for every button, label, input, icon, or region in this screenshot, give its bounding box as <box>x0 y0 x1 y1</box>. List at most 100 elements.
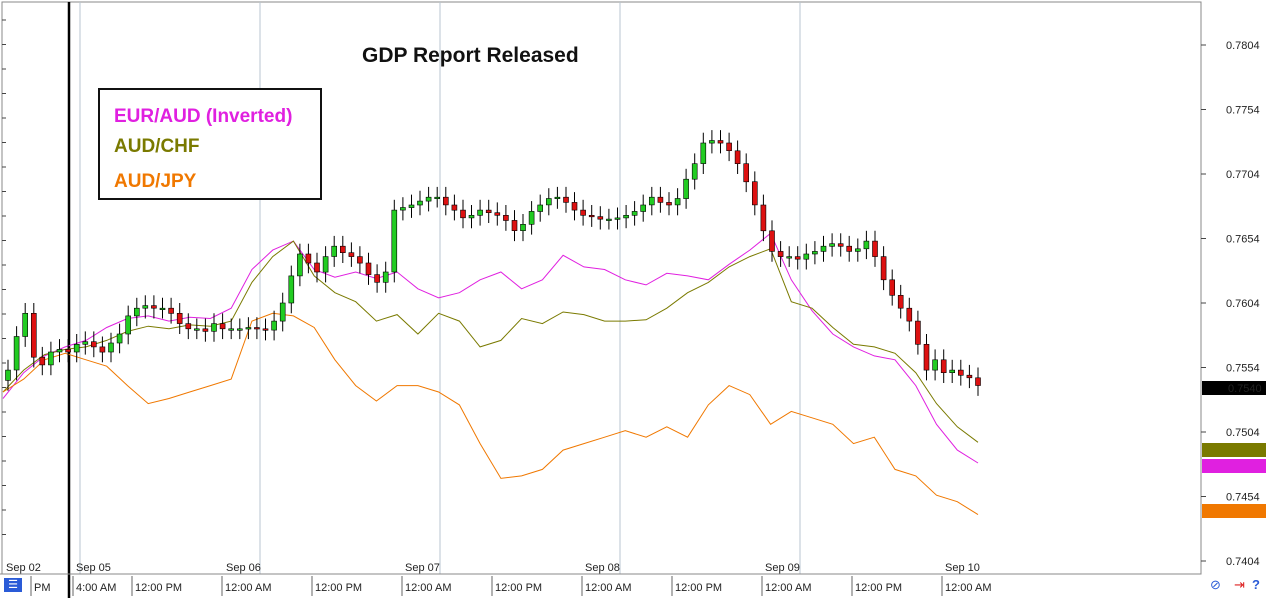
candle-62 <box>537 194 544 222</box>
candle-3 <box>30 303 37 368</box>
candle-16 <box>142 295 149 319</box>
candle-body-48 <box>417 200 423 206</box>
candle-body-26 <box>228 328 234 331</box>
candle-body-85 <box>734 150 741 165</box>
candle-body-43 <box>374 274 380 283</box>
candle-78 <box>674 188 681 216</box>
candle-body-67 <box>580 209 586 216</box>
candle-body-74 <box>640 204 647 212</box>
candle-body-112 <box>966 374 973 379</box>
candle-6 <box>56 339 63 363</box>
candle-40 <box>348 242 355 267</box>
time-label-0: PM <box>34 582 51 594</box>
time-label-7: 12:00 AM <box>585 582 631 594</box>
candle-body-54 <box>468 215 475 219</box>
candle-body-79 <box>683 178 689 199</box>
candle-11 <box>99 336 106 363</box>
candle-body-91 <box>786 256 793 259</box>
ytick-label-5: 0.7554 <box>1226 363 1260 375</box>
candle-body-39 <box>339 245 346 253</box>
candle-body-22 <box>194 328 200 331</box>
candle-8 <box>73 334 80 363</box>
candle-body-0 <box>5 369 11 381</box>
candle-90 <box>777 241 784 267</box>
candle-body-52 <box>451 204 458 211</box>
candle-body-80 <box>691 163 698 180</box>
date-label-6: Sep 10 <box>945 562 980 574</box>
date-label-3: Sep 07 <box>405 562 440 574</box>
candle-96 <box>829 233 835 257</box>
candle-13 <box>116 323 123 354</box>
candle-71 <box>614 207 621 230</box>
candle-98 <box>846 235 853 262</box>
candle-33 <box>288 265 295 314</box>
candle-body-30 <box>262 328 269 331</box>
candle-38 <box>331 235 338 267</box>
candle-43 <box>374 264 380 293</box>
candle-body-1 <box>13 336 20 371</box>
time-label-1: 4:00 AM <box>76 582 116 594</box>
candle-41 <box>357 246 363 274</box>
candle-91 <box>786 246 793 267</box>
candle-70 <box>606 208 612 230</box>
candle-body-57 <box>494 212 501 216</box>
candle-body-12 <box>108 342 114 353</box>
candle-body-72 <box>623 215 629 219</box>
candle-56 <box>485 199 492 223</box>
candle-body-29 <box>254 327 260 330</box>
candle-body-65 <box>563 196 569 203</box>
candle-body-34 <box>297 253 303 277</box>
candle-body-73 <box>631 211 638 216</box>
candle-63 <box>545 188 552 216</box>
candle-body-15 <box>134 307 140 317</box>
candle-109 <box>940 349 947 383</box>
candle-27 <box>237 318 243 340</box>
candle-body-35 <box>305 253 312 264</box>
candle-body-4 <box>39 356 46 366</box>
candle-body-44 <box>382 271 389 283</box>
candle-body-8 <box>73 343 80 353</box>
candle-body-76 <box>657 196 664 203</box>
candle-17 <box>151 295 157 319</box>
candle-20 <box>176 303 183 334</box>
link-icon[interactable]: ⊘ <box>1210 577 1221 592</box>
time-label-2: 12:00 PM <box>135 582 182 594</box>
candle-34 <box>297 243 303 287</box>
candle-112 <box>966 364 973 389</box>
candle-105 <box>906 297 913 332</box>
current-price-label: 0.7540 <box>1228 383 1262 395</box>
candle-88 <box>760 194 767 242</box>
candle-18 <box>159 297 166 319</box>
candle-58 <box>503 205 509 231</box>
candle-body-93 <box>803 253 810 260</box>
candle-49 <box>425 186 432 212</box>
arrow-icon[interactable]: ⇥ <box>1234 577 1245 592</box>
candle-body-78 <box>674 198 681 206</box>
candle-60 <box>520 214 526 242</box>
menu-icon[interactable]: ☰ <box>4 578 22 592</box>
candle-36 <box>314 252 320 283</box>
candle-69 <box>597 206 604 230</box>
candle-75 <box>648 186 655 216</box>
candle-68 <box>588 205 595 227</box>
candle-95 <box>820 235 827 262</box>
time-label-6: 12:00 PM <box>495 582 542 594</box>
candle-body-110 <box>949 369 956 374</box>
candle-76 <box>657 186 664 213</box>
candle-body-9 <box>82 341 89 345</box>
candle-57 <box>494 202 501 226</box>
candle-body-25 <box>219 323 226 330</box>
candle-body-95 <box>820 245 827 252</box>
time-label-8: 12:00 PM <box>675 582 722 594</box>
candle-0 <box>5 359 11 391</box>
candle-body-16 <box>142 305 149 309</box>
candle-74 <box>640 194 647 222</box>
candle-body-33 <box>288 275 295 304</box>
candle-84 <box>726 132 732 162</box>
candle-100 <box>863 230 870 260</box>
ytick-label-2: 0.7704 <box>1226 169 1260 181</box>
help-icon[interactable]: ? <box>1252 577 1260 592</box>
candle-body-49 <box>425 196 432 202</box>
candle-body-87 <box>751 181 758 206</box>
candle-body-3 <box>30 312 37 358</box>
